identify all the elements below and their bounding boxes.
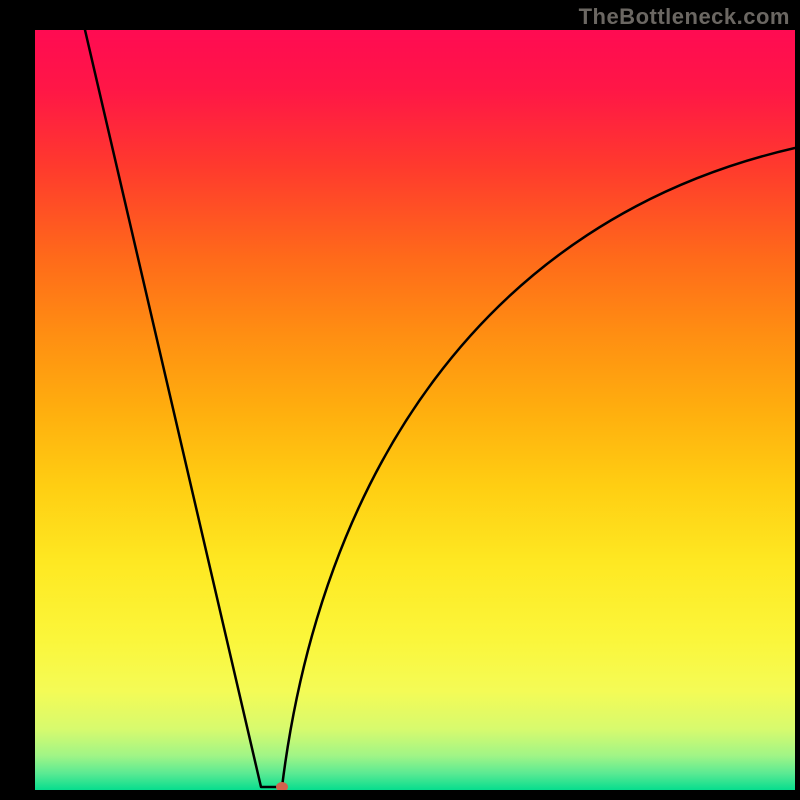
watermark-text: TheBottleneck.com [579,4,790,30]
plot-background [35,30,795,790]
minimum-marker [276,782,288,792]
chart-svg [0,0,800,800]
chart-container: TheBottleneck.com [0,0,800,800]
